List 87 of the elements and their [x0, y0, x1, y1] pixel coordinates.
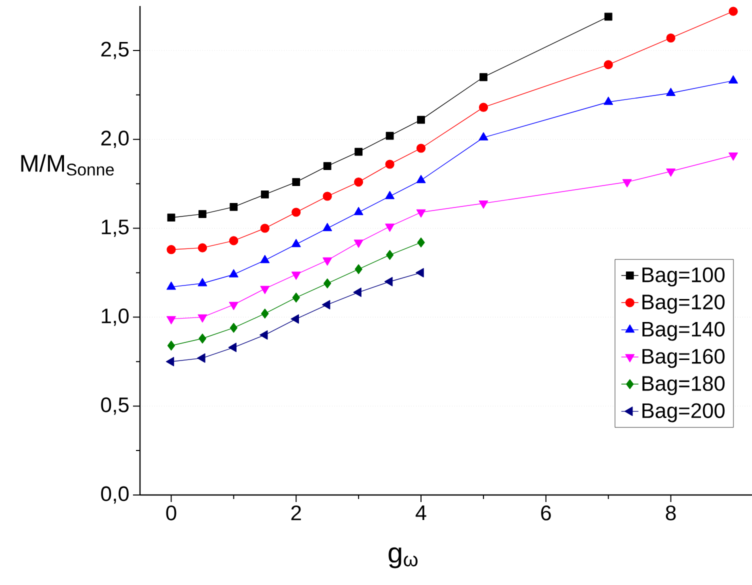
point — [384, 276, 393, 286]
point — [322, 300, 330, 310]
y-tick-label: 2,5 — [101, 42, 129, 60]
point — [478, 102, 488, 112]
point — [604, 60, 613, 70]
point — [354, 240, 364, 248]
point — [166, 356, 174, 366]
point — [385, 190, 394, 200]
point — [260, 224, 270, 233]
point — [417, 238, 425, 248]
point — [167, 340, 176, 351]
point — [166, 245, 176, 254]
point — [385, 160, 394, 169]
point — [666, 168, 676, 177]
point — [478, 200, 488, 209]
x-tick-label: 0 — [166, 506, 176, 520]
y-tick-label: 1,0 — [102, 308, 129, 326]
point — [230, 322, 238, 333]
point — [166, 316, 176, 324]
legend-label: Bag=140 — [642, 322, 725, 341]
point — [622, 179, 632, 188]
legend-label: Bag=200 — [642, 403, 725, 422]
point — [197, 353, 206, 363]
legend-label: Bag=160 — [642, 348, 725, 368]
point — [228, 342, 237, 352]
point — [322, 192, 332, 201]
point — [292, 178, 300, 186]
point — [291, 272, 301, 280]
point — [666, 88, 676, 96]
point — [354, 177, 364, 187]
x-tick-label: 4 — [416, 506, 426, 520]
point — [324, 278, 332, 288]
x-tick-label: 8 — [666, 506, 676, 520]
point — [260, 190, 269, 198]
point — [198, 210, 206, 218]
point — [385, 224, 394, 232]
x-tick-label: 2 — [291, 506, 301, 520]
point — [353, 288, 362, 297]
legend-label: Bag=100 — [642, 267, 725, 286]
point — [417, 116, 425, 124]
point — [198, 314, 208, 323]
point — [728, 152, 738, 161]
legend-label: Bag=120 — [642, 294, 725, 314]
y-tick-label: 0,5 — [101, 397, 129, 415]
point — [354, 206, 364, 216]
point — [292, 292, 300, 303]
point — [386, 250, 394, 260]
point — [198, 334, 206, 344]
point — [478, 132, 488, 140]
point — [604, 12, 612, 21]
point — [322, 222, 332, 232]
y-tick-label: 1,5 — [102, 220, 129, 237]
point — [604, 96, 614, 105]
point — [354, 148, 363, 156]
y-tick-label: 0,0 — [101, 486, 129, 504]
point — [260, 254, 270, 264]
point — [228, 302, 238, 310]
point — [416, 174, 426, 184]
point — [260, 286, 270, 294]
point — [354, 264, 362, 274]
x-tick-label: 6 — [541, 506, 551, 520]
point — [386, 132, 394, 140]
point — [198, 278, 208, 286]
point — [416, 268, 424, 278]
point — [416, 144, 426, 153]
y-tick-label: 2,0 — [101, 130, 129, 148]
point — [166, 282, 176, 290]
point — [480, 73, 488, 82]
point — [666, 33, 676, 43]
point — [322, 257, 332, 266]
point — [260, 330, 268, 340]
legend-label: Bag=180 — [642, 376, 725, 396]
point — [167, 214, 176, 222]
point — [728, 6, 738, 16]
point — [230, 202, 238, 211]
point — [323, 162, 332, 170]
point — [290, 314, 299, 324]
point — [229, 236, 238, 246]
x-axis-title: g$_{ω}$ — [388, 547, 418, 568]
point — [261, 308, 269, 319]
y-axis-title: M/M$_{Sonne}$ — [21, 154, 114, 176]
point — [228, 269, 238, 278]
point — [416, 209, 426, 218]
point — [292, 208, 301, 217]
point — [198, 243, 207, 252]
point — [291, 238, 301, 248]
point — [728, 75, 738, 84]
